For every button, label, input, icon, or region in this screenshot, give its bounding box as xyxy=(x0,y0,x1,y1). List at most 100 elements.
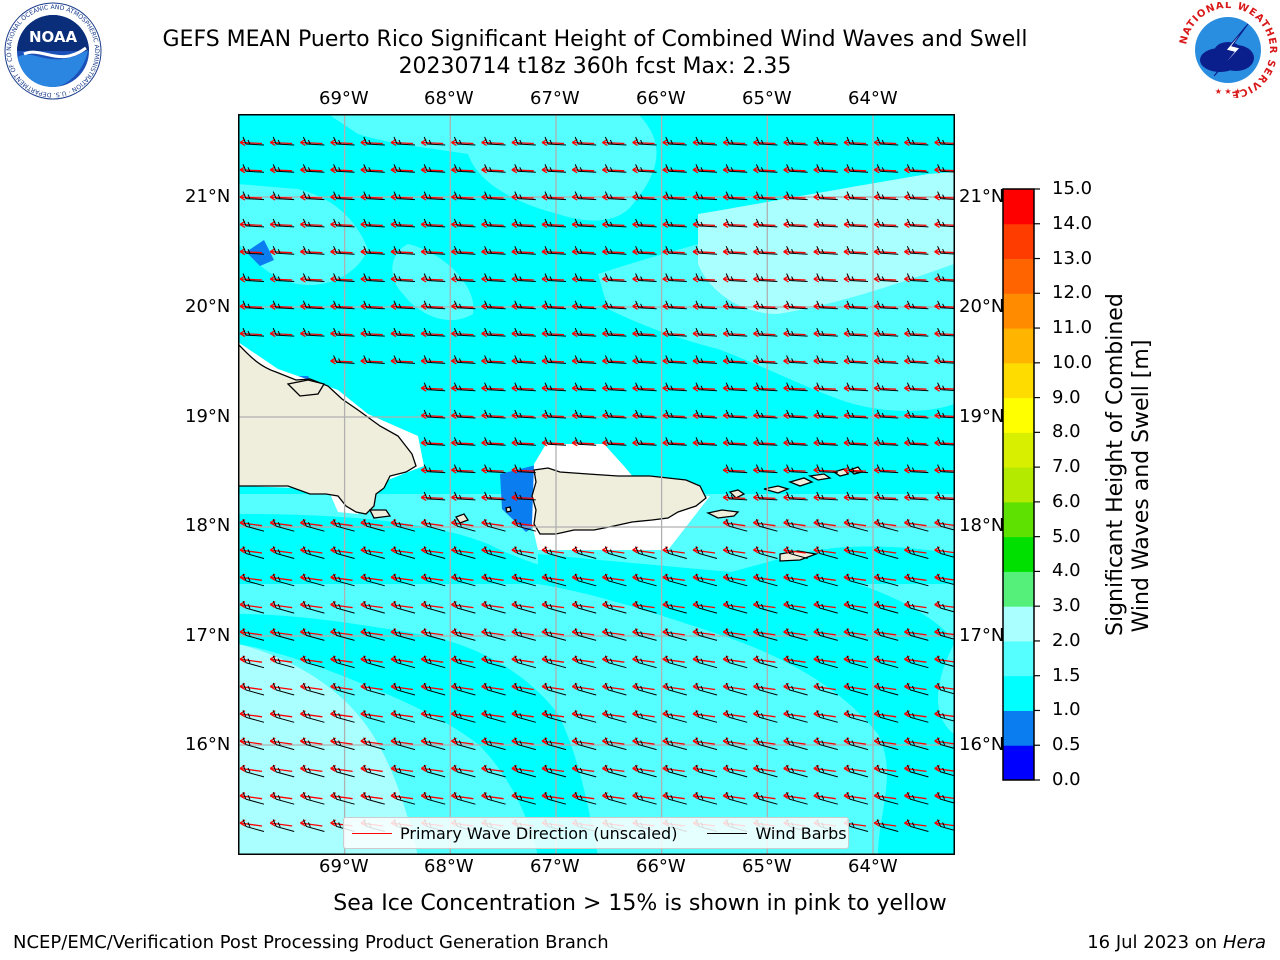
st-john xyxy=(787,477,814,487)
wave-direction-arrow xyxy=(904,628,927,636)
wave-direction-vectors xyxy=(239,136,954,832)
wave-direction-arrow xyxy=(873,682,897,691)
wave-direction-arrow xyxy=(239,601,263,609)
wave-direction-arrow xyxy=(813,737,836,745)
wind-barb xyxy=(393,355,416,364)
wind-barb xyxy=(906,600,929,614)
wind-barb xyxy=(876,437,899,446)
wind-barb xyxy=(786,300,808,310)
wave-direction-arrow xyxy=(632,601,655,609)
wind-barb xyxy=(786,491,808,501)
wind-barb xyxy=(635,273,657,282)
wind-barb xyxy=(665,355,687,364)
wind-barb xyxy=(906,327,929,337)
wind-barb xyxy=(725,655,748,669)
wind-barb xyxy=(302,327,325,337)
wind-barb xyxy=(363,191,385,201)
wave-direction-arrow xyxy=(420,601,444,609)
wind-barb xyxy=(453,300,476,310)
wave-direction-arrow xyxy=(451,710,474,718)
wave-direction-arrow xyxy=(934,655,954,663)
wave-direction-arrow xyxy=(390,628,414,636)
sea-ice-caption: Sea Ice Concentration > 15% is shown in … xyxy=(333,891,947,916)
wind-barb xyxy=(514,191,536,201)
wind-barb xyxy=(876,164,899,173)
wind-barb xyxy=(423,464,446,474)
colorbar-tick-label: 12.0 xyxy=(1052,282,1093,304)
wave-direction-arrow xyxy=(269,546,293,554)
wind-barb xyxy=(514,409,536,419)
wind-barb xyxy=(302,246,325,255)
wind-barb xyxy=(665,682,687,696)
puerto-rico xyxy=(531,467,707,535)
wind-barb xyxy=(846,191,869,201)
wind-barb xyxy=(604,628,627,641)
wind-barb xyxy=(574,682,597,696)
wave-direction-arrow xyxy=(783,682,806,691)
wave-direction-arrow xyxy=(843,573,867,581)
wave-direction-arrow xyxy=(300,682,323,691)
wind-barb xyxy=(393,300,416,310)
wave-direction-arrow xyxy=(481,546,504,554)
wind-barb xyxy=(302,792,325,805)
wave-direction-arrow xyxy=(300,792,323,800)
wave-direction-arrow xyxy=(662,682,685,691)
wind-barb xyxy=(423,273,446,282)
wind-barb xyxy=(695,327,718,337)
lat-label-left-18n: 18°N xyxy=(185,515,231,536)
wind-barb xyxy=(725,600,748,614)
wind-barb xyxy=(302,819,325,832)
wave-direction-arrow xyxy=(300,819,323,827)
wind-barb xyxy=(453,164,476,173)
wave-direction-arrow xyxy=(481,682,504,691)
wind-barb xyxy=(333,737,355,751)
wind-barb xyxy=(665,710,687,723)
wave-direction-arrow xyxy=(269,682,293,691)
wind-barb xyxy=(242,519,265,532)
coast-bay xyxy=(286,379,326,397)
wind-barb xyxy=(302,164,325,173)
colorbar-tick-label: 0.5 xyxy=(1052,734,1081,756)
wave-direction-arrow xyxy=(934,573,954,581)
wave-direction-arrow xyxy=(753,519,776,527)
wind-barb xyxy=(363,573,385,587)
wind-barb xyxy=(604,327,627,337)
wind-barb xyxy=(635,628,657,641)
colorbar-label-line1: Significant Height of Combined xyxy=(1103,293,1128,636)
wind-barb xyxy=(544,573,567,587)
wind-barb xyxy=(937,409,954,419)
wind-barb xyxy=(635,300,657,310)
wind-barb xyxy=(755,164,778,173)
wave-direction-arrow xyxy=(602,655,625,663)
wave-direction-arrow xyxy=(753,628,776,636)
wave-direction-arrow xyxy=(420,682,444,691)
wave-direction-arrow xyxy=(390,764,414,773)
wind-barb xyxy=(393,573,416,587)
wind-barb xyxy=(544,546,567,559)
wave-direction-arrow xyxy=(360,792,383,800)
saona xyxy=(368,509,392,519)
wind-barb xyxy=(484,573,506,587)
wind-barb xyxy=(242,710,265,723)
wind-barb xyxy=(453,491,476,501)
wave-direction-arrow xyxy=(813,682,836,691)
wind-barb xyxy=(635,792,657,805)
wind-barb xyxy=(786,464,808,474)
wind-barb xyxy=(423,136,446,146)
wind-barb xyxy=(906,710,929,723)
wind-barb xyxy=(725,764,748,778)
wind-barb xyxy=(393,136,416,146)
wave-direction-arrow xyxy=(541,710,565,718)
wind-barb xyxy=(453,764,476,778)
wind-barb xyxy=(544,246,567,255)
wind-barb xyxy=(272,273,295,282)
wind-barb xyxy=(363,327,385,337)
wind-barb xyxy=(906,491,929,501)
map-subtitle: 20230714 t18z 360h fcst Max: 2.35 xyxy=(398,54,792,79)
wind-barb xyxy=(937,355,954,364)
wind-barb xyxy=(876,628,899,641)
lat-label-left-17n: 17°N xyxy=(185,625,231,646)
wind-barb xyxy=(665,273,687,282)
wind-barb xyxy=(333,628,355,641)
wave-direction-arrow xyxy=(873,792,897,800)
